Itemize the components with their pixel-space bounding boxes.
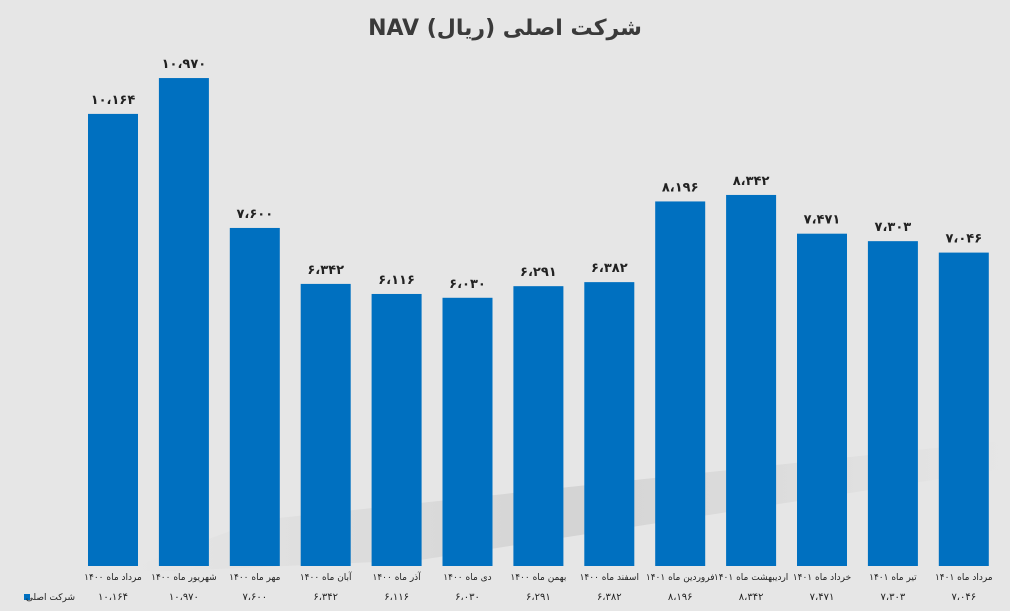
category-label: آبان ماه ۱۴۰۰ [300, 571, 352, 583]
category-label: بهمن ماه ۱۴۰۰ [510, 573, 566, 583]
category-label: تیر ماه ۱۴۰۱ [869, 573, 917, 583]
table-value: ۶،۳۸۲ [597, 592, 622, 603]
bar [88, 113, 138, 567]
data-label: ۶،۲۹۱ [520, 265, 557, 280]
bar [371, 293, 422, 566]
bar [655, 201, 706, 566]
data-label: ۸،۱۹۶ [662, 180, 699, 195]
table-value: ۱۰،۱۶۴ [98, 592, 128, 603]
category-label: مرداد ماه ۱۴۰۱ [935, 573, 993, 583]
legend-swatch [24, 594, 30, 600]
category-label: مرداد ماه ۱۴۰۰ [84, 573, 142, 583]
table-value: ۶،۳۴۲ [313, 592, 338, 603]
legend: شرکت اصلی [24, 593, 75, 603]
data-label: ۸،۳۴۲ [733, 174, 770, 189]
category-labels-group: مرداد ماه ۱۴۰۰ شهریور ماه ۱۴۰۰ مهر ماه ۱۴۰… [84, 571, 993, 583]
data-label: ۷،۰۴۶ [945, 232, 982, 247]
data-label: ۶،۰۳۰ [449, 277, 486, 292]
category-label: خرداد ماه ۱۴۰۱ [793, 573, 851, 583]
bars-group [88, 78, 989, 567]
bar [584, 282, 635, 566]
data-labels-group: ۱۰،۱۶۴ ۱۰،۹۷۰ ۷،۶۰۰ ۶،۳۴۲ ۶،۱۱۶ ۶،۰۳۰ ۶،۲۹۱ ۶،۳… [91, 57, 982, 292]
data-label: ۶،۳۸۲ [591, 261, 628, 276]
bar [726, 194, 777, 566]
bar [513, 286, 564, 566]
bar [229, 227, 280, 566]
data-label: ۶،۱۱۶ [378, 273, 415, 288]
bar [442, 297, 493, 566]
table-value: ۶،۰۳۰ [455, 592, 480, 603]
table-value: ۶،۱۱۶ [384, 592, 409, 603]
legend-label: شرکت اصلی [26, 593, 75, 603]
data-label: ۷،۶۰۰ [236, 207, 273, 222]
table-value: ۷،۰۴۶ [951, 592, 976, 603]
data-label: ۷،۴۷۱ [804, 213, 841, 228]
category-label: آذر ماه ۱۴۰۰ [372, 571, 421, 583]
category-label: مهر ماه ۱۴۰۰ [229, 573, 280, 583]
category-label: دی ماه ۱۴۰۰ [443, 573, 491, 583]
bar [300, 283, 351, 566]
table-value: ۷،۶۰۰ [242, 592, 267, 603]
bar [938, 252, 989, 566]
table-value: ۷،۳۰۳ [881, 592, 906, 603]
table-value: ۸،۱۹۶ [668, 592, 693, 603]
bar [867, 241, 918, 566]
bar [797, 233, 847, 566]
category-label: اسفند ماه ۱۴۰۰ [580, 573, 639, 583]
data-label: ۶،۳۴۲ [307, 263, 344, 278]
data-label: ۱۰،۱۶۴ [91, 93, 136, 108]
table-value: ۸،۳۴۲ [739, 592, 764, 603]
category-label: شهریور ماه ۱۴۰۰ [151, 573, 217, 583]
table-value: ۶،۲۹۱ [526, 592, 551, 603]
category-label: اردیبهشت ماه ۱۴۰۱ [714, 573, 788, 583]
chart-title: NAV شرکت اصلی (ریال) [368, 16, 642, 41]
category-label: فروردین ماه ۱۴۰۱ [646, 573, 715, 583]
bar [158, 78, 209, 567]
table-value: ۷،۴۷۱ [810, 592, 835, 603]
data-label: ۷،۳۰۳ [875, 220, 912, 235]
data-label: ۱۰،۹۷۰ [162, 57, 207, 72]
table-value: ۱۰،۹۷۰ [169, 592, 199, 603]
data-table-row: ۱۰،۱۶۴ ۱۰،۹۷۰ ۷،۶۰۰ ۶،۳۴۲ ۶،۱۱۶ ۶،۰۳۰ ۶،۲۹۱ ۶،۳… [98, 592, 976, 603]
